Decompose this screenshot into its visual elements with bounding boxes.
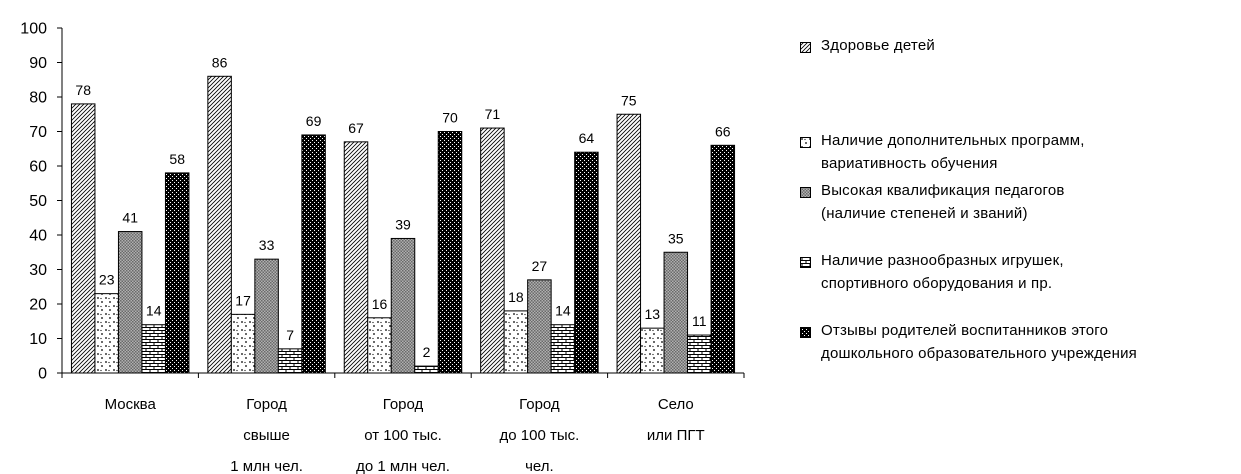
data-label: 86	[212, 54, 228, 70]
y-tick-label: 50	[29, 193, 47, 210]
legend-label: Наличие дополнительных программ, вариати…	[821, 132, 1085, 172]
data-label: 16	[372, 296, 388, 312]
data-label: 58	[169, 151, 185, 167]
category-label: Город свыше 1 млн чел.	[230, 396, 303, 474]
data-labels: 78 86 67 71 75 23 17 16 18 13 41 33 39 27 35 14 7 2 14 11 58…	[75, 54, 730, 360]
legend-swatch	[800, 187, 811, 198]
category-label: Город от 100 тыс. до 1 млн чел.	[356, 396, 450, 474]
legend-item: Наличие дополнительных программ, вариати…	[800, 132, 1085, 175]
x-axis	[61, 372, 745, 378]
data-label: 18	[508, 289, 524, 305]
bar	[230, 313, 256, 374]
bars	[70, 75, 736, 374]
data-label: 14	[146, 303, 162, 319]
y-tick-label: 100	[20, 21, 47, 38]
category-label: Москва	[105, 396, 157, 413]
data-label: 39	[395, 216, 411, 232]
data-label: 7	[286, 327, 294, 343]
category-label: Город до 100 тыс. чел.	[500, 396, 580, 474]
data-label: 71	[485, 106, 501, 122]
data-label: 2	[423, 344, 431, 360]
y-tick-label: 90	[29, 55, 47, 72]
y-tick-label: 60	[29, 159, 47, 176]
category-labels: Москва Город свыше 1 млн чел. Город от 100 ты…	[105, 396, 705, 474]
y-tick-label: 10	[29, 331, 47, 348]
legend-swatch	[800, 257, 811, 268]
bar	[503, 310, 529, 374]
bar	[616, 113, 642, 374]
legend-swatch	[800, 42, 811, 53]
data-label: 66	[715, 123, 731, 139]
legend-label: Высокая квалификация педагогов (наличие …	[821, 182, 1065, 222]
bar	[390, 237, 416, 374]
data-label: 41	[122, 210, 138, 226]
bar	[574, 151, 599, 374]
legend-item: Наличие разнообразных игрушек, спортивно…	[800, 252, 1064, 295]
bar	[640, 327, 665, 374]
bar	[414, 365, 439, 374]
bar	[277, 348, 303, 374]
bar	[343, 141, 369, 374]
data-label: 27	[532, 258, 548, 274]
bar	[254, 258, 279, 374]
legend-item: Отзывы родителей воспитанников этого дош…	[800, 322, 1137, 365]
y-tick-label: 20	[29, 297, 47, 314]
y-axis: 0 10 20 30 40 50 60 70 80 90 100	[20, 21, 63, 383]
bar	[663, 251, 689, 374]
legend-label: Отзывы родителей воспитанников этого дош…	[821, 322, 1137, 362]
category-label: Село или ПГТ	[647, 396, 705, 444]
legend-label: Здоровье детей	[821, 37, 935, 54]
bar	[164, 172, 190, 374]
bar	[527, 279, 552, 374]
legend-item: Здоровье детей	[800, 37, 935, 57]
bar	[550, 324, 576, 374]
legend-swatch	[800, 137, 811, 148]
y-tick-label: 40	[29, 228, 47, 245]
bar	[437, 131, 463, 374]
data-label: 75	[621, 92, 637, 108]
bar	[367, 317, 392, 374]
data-label: 78	[75, 82, 91, 98]
bar	[301, 134, 326, 374]
y-tick-label: 70	[29, 124, 47, 141]
data-label: 23	[99, 272, 115, 288]
data-label: 17	[235, 292, 251, 308]
legend: Здоровье детей Наличие дополнительных про…	[800, 0, 1240, 474]
y-tick-label: 80	[29, 90, 47, 107]
data-label: 70	[442, 110, 458, 126]
bar	[117, 231, 143, 374]
bar	[94, 293, 119, 374]
legend-label: Наличие разнообразных игрушек, спортивно…	[821, 252, 1064, 292]
data-label: 35	[668, 230, 684, 246]
bar	[70, 103, 96, 374]
data-label: 11	[692, 313, 707, 329]
bar	[687, 334, 712, 374]
data-label: 14	[555, 303, 571, 319]
bar	[710, 144, 736, 374]
bar-chart: 0 10 20 30 40 50 60 70 80 90 100 78 86 67 71 75 23 17 16 1…	[20, 21, 745, 474]
data-label: 33	[259, 237, 275, 253]
data-label: 67	[348, 120, 364, 136]
y-tick-label: 30	[29, 262, 47, 279]
data-label: 13	[645, 306, 661, 322]
bar	[207, 75, 232, 374]
y-tick-label: 0	[38, 366, 47, 383]
bar	[480, 127, 505, 374]
data-label: 69	[306, 113, 322, 129]
bar	[141, 324, 166, 374]
legend-item: Высокая квалификация педагогов (наличие …	[800, 182, 1065, 225]
data-label: 64	[579, 130, 595, 146]
legend-swatch	[800, 327, 811, 338]
